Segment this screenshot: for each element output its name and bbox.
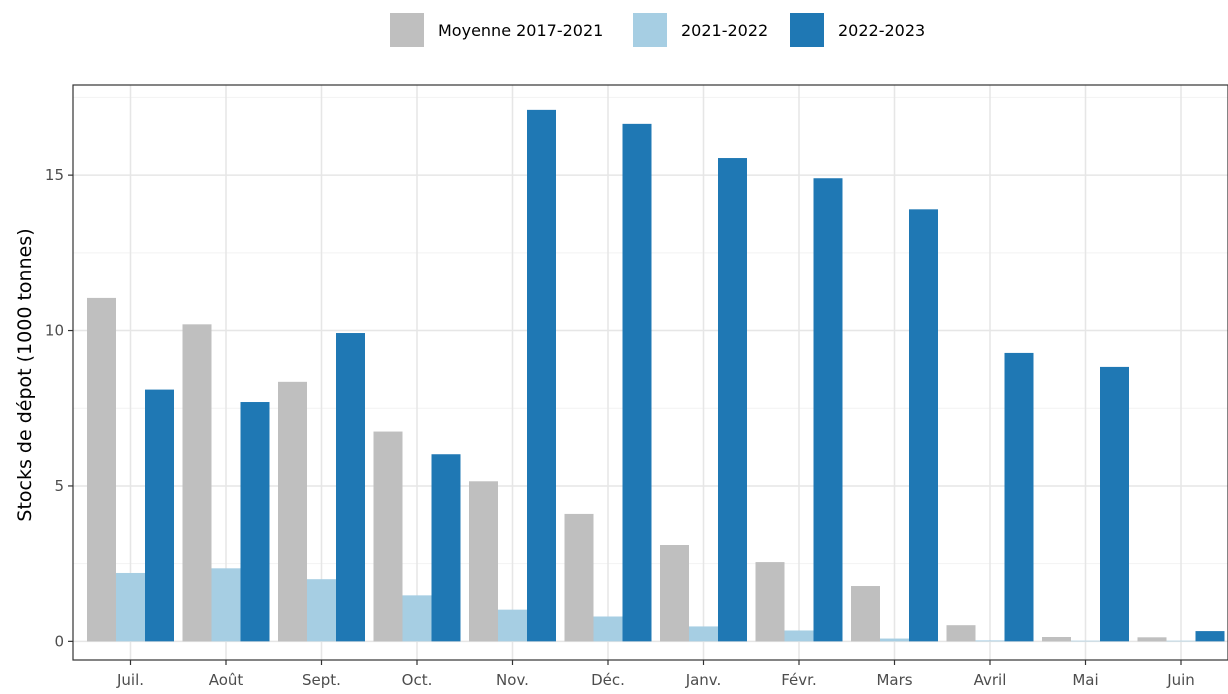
x-axis: Juil. Août Sept. Oct. Nov. Déc. Janv. Févr. Mars… [116,660,1195,689]
x-tick-label: Mars [876,671,912,689]
x-tick-label: Févr. [781,671,816,689]
bar [1071,640,1100,642]
x-tick-label: Mai [1072,671,1098,689]
bar [593,616,623,642]
bar [1004,352,1034,642]
x-tick-label: Juil. [116,671,144,689]
bars [87,109,1225,642]
bar [498,609,527,642]
bar [307,579,336,642]
x-tick-label: Sept. [302,671,341,689]
bar [660,545,689,642]
y-tick-label: 5 [54,477,64,495]
legend-label: 2021-2022 [681,21,768,40]
bar [622,123,652,642]
gridlines [73,85,1228,660]
bar [909,209,938,642]
bar [718,158,747,642]
y-tick-label: 10 [45,322,64,340]
legend-label: Moyenne 2017-2021 [438,21,603,40]
y-axis: 0 5 10 15 [45,166,73,650]
bar [116,572,145,642]
x-tick-label: Juin [1166,671,1195,689]
bar [1042,637,1071,642]
bar [182,324,212,642]
y-tick-label: 0 [54,632,64,650]
x-tick-label: Janv. [685,671,722,689]
legend-label: 2022-2023 [838,21,925,40]
bar [946,625,976,642]
bar [1137,637,1167,642]
legend-swatch [790,13,824,47]
bar [564,513,594,642]
x-tick-label: Déc. [591,671,625,689]
bar [851,586,880,642]
bar [1166,640,1196,642]
bar [278,381,307,642]
x-tick-label: Août [209,671,244,689]
legend-swatch [633,13,667,47]
bar [402,595,432,642]
bar [145,389,174,642]
x-tick-label: Nov. [496,671,529,689]
y-axis-title: Stocks de dépot (1000 tonnes) [14,228,36,521]
legend: Moyenne 2017-2021 2021-2022 2022-2023 [390,13,925,47]
bar [240,402,270,642]
bar [527,109,556,642]
y-tick-label: 15 [45,166,64,184]
bar [813,178,843,642]
bar [689,626,718,642]
bar [784,630,814,642]
bar [87,297,116,642]
bar [975,640,1005,642]
bar [469,481,498,642]
bar [1100,366,1129,642]
bar [431,454,461,642]
bar [755,562,785,642]
bar [336,333,365,642]
bar [880,638,909,642]
bar [373,431,403,642]
x-tick-label: Oct. [402,671,433,689]
legend-swatch [390,13,424,47]
bar [211,568,241,642]
x-tick-label: Avril [974,671,1007,689]
bar [1195,631,1225,642]
plot-border [72,84,1228,661]
